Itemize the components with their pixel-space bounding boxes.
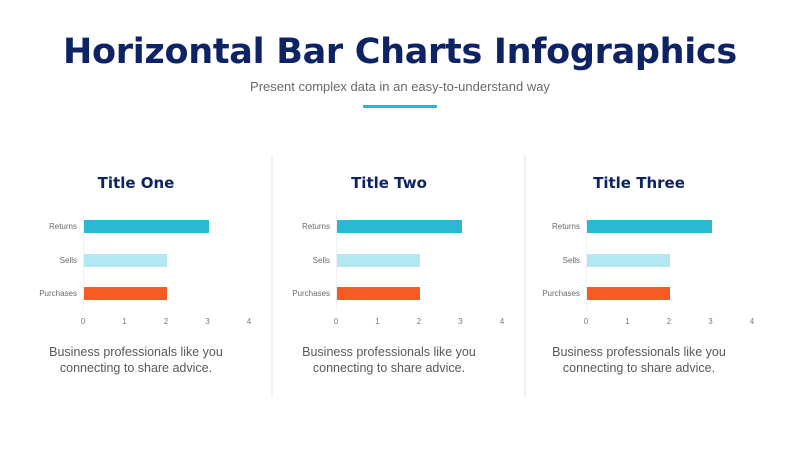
bar-purchases [337, 287, 420, 300]
description-line: connecting to share advice. [562, 361, 716, 375]
panel-title: Title Two [351, 174, 427, 192]
bar-label-returns: Returns [551, 222, 580, 231]
x-tick: 2 [416, 317, 422, 326]
x-tick: 4 [499, 317, 505, 326]
bar-label-purchases: Purchases [542, 289, 580, 298]
y-axis-line [83, 210, 84, 310]
bar-label-returns: Returns [301, 222, 330, 231]
panel-description: Business professionals like you connecti… [264, 344, 514, 376]
bar-label-sells: Sells [312, 256, 330, 265]
x-tick: 4 [749, 317, 755, 326]
x-tick: 0 [80, 317, 86, 326]
bar-label-purchases: Purchases [292, 289, 330, 298]
panel-title: Title Three [593, 174, 685, 192]
x-tick: 2 [163, 317, 169, 326]
divider [524, 155, 526, 398]
bar-purchases [84, 287, 167, 300]
y-axis-line [336, 210, 337, 310]
x-tick: 3 [205, 317, 210, 326]
bar-label-purchases: Purchases [39, 289, 77, 298]
x-tick: 3 [458, 317, 463, 326]
x-tick: 4 [246, 317, 252, 326]
bar-sells [587, 254, 670, 267]
x-tick: 1 [122, 317, 127, 326]
x-tick: 2 [666, 317, 672, 326]
description-line: Business professionals like you [49, 345, 223, 359]
y-axis-line [586, 210, 587, 310]
panel-description: Business professionals like you connecti… [11, 344, 261, 376]
bar-purchases [587, 287, 670, 300]
chart-panel-three: Title Three Returns Sells Purchases 0 1 … [514, 160, 764, 400]
bar-label-sells: Sells [59, 256, 77, 265]
x-tick: 0 [333, 317, 339, 326]
x-tick: 0 [583, 317, 589, 326]
header-underline [363, 105, 437, 108]
bar-sells [337, 254, 420, 267]
bar-returns [587, 220, 712, 233]
bar-sells [84, 254, 167, 267]
bar-returns [84, 220, 209, 233]
x-tick: 3 [708, 317, 713, 326]
header-title: Horizontal Bar Charts Infographics [63, 32, 737, 72]
bar-label-sells: Sells [562, 256, 580, 265]
divider [271, 155, 273, 398]
bar-label-returns: Returns [48, 222, 77, 231]
description-line: connecting to share advice. [59, 361, 213, 375]
panel-title: Title One [97, 174, 175, 192]
description-line: connecting to share advice. [312, 361, 466, 375]
bar-returns [337, 220, 462, 233]
x-tick: 1 [625, 317, 630, 326]
x-tick: 1 [375, 317, 380, 326]
chart-panel-two: Title Two Returns Sells Purchases 0 1 2 … [264, 160, 514, 400]
panel-description: Business professionals like you connecti… [514, 344, 764, 376]
description-line: Business professionals like you [552, 345, 726, 359]
description-line: Business professionals like you [302, 345, 476, 359]
chart-panel-one: Title One Returns Sells Purchases 0 1 2 … [11, 160, 261, 400]
header-subtitle: Present complex data in an easy-to-under… [250, 79, 550, 94]
